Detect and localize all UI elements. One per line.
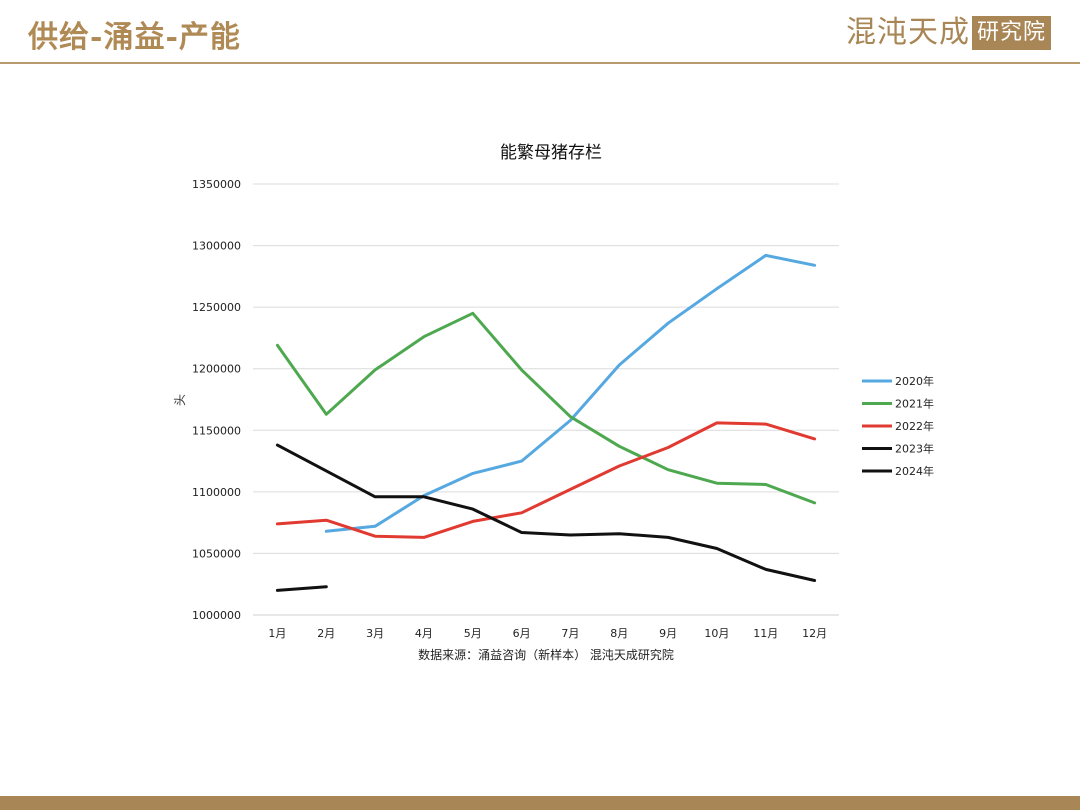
legend-label: 2021年 [895, 397, 934, 411]
y-tick-label: 1050000 [192, 547, 241, 560]
x-tick-label: 1月 [268, 627, 286, 640]
legend-label: 2023年 [895, 442, 934, 456]
legend: 2020年 2021年 2022年 2023年 2024年 [862, 374, 934, 478]
x-tick-label: 2月 [317, 627, 335, 640]
series-line-2020年 [324, 253, 817, 533]
page-header: 供给-涌益-产能 混沌天成 研究院 [0, 0, 1080, 64]
x-tick-label: 12月 [802, 627, 827, 640]
x-tick-label: 7月 [561, 627, 579, 640]
header-divider [0, 62, 1080, 64]
x-tick-label: 4月 [415, 627, 433, 640]
x-tick-label: 6月 [513, 627, 531, 640]
x-tick-label: 3月 [366, 627, 384, 640]
series-line-2022年 [275, 421, 817, 539]
x-tick-label: 8月 [610, 627, 628, 640]
x-axis-ticks: 1月 2月 3月 4月 5月 6月 7月 8月 9月 10月 11月 12月 [268, 627, 827, 640]
y-axis-label: 头 [173, 394, 187, 406]
y-tick-label: 1300000 [192, 240, 241, 253]
x-tick-label: 9月 [659, 627, 677, 640]
brand-logo: 混沌天成 研究院 [846, 14, 1052, 52]
series-line-2023年 [275, 443, 817, 582]
y-tick-label: 1000000 [192, 609, 241, 622]
y-tick-label: 1200000 [192, 363, 241, 376]
y-axis-ticks: 1000000 1050000 1100000 1150000 1200000 12500… [192, 178, 241, 622]
gridlines [253, 183, 839, 616]
series-line-2024年 [275, 585, 328, 592]
source-note: 数据来源：涌益咨询（新样本） 混沌天成研究院 [418, 647, 674, 662]
x-tick-label: 10月 [704, 627, 729, 640]
series-lines [275, 253, 817, 592]
page-title: 供给-涌益-产能 [28, 20, 241, 55]
logo-seal: 研究院 [972, 16, 1052, 50]
y-tick-label: 1250000 [192, 301, 241, 314]
y-tick-label: 1350000 [192, 178, 241, 191]
legend-label: 2024年 [895, 464, 934, 478]
x-tick-label: 5月 [464, 627, 482, 640]
legend-label: 2020年 [895, 374, 934, 388]
y-tick-label: 1100000 [192, 486, 241, 499]
y-tick-label: 1150000 [192, 424, 241, 437]
footer-bar [0, 796, 1080, 810]
chart-title: 能繁母猪存栏 [500, 143, 602, 163]
x-tick-label: 11月 [753, 627, 778, 640]
legend-label: 2022年 [895, 419, 934, 433]
logo-text: 混沌天成 [846, 15, 970, 50]
series-line-2021年 [275, 311, 817, 505]
